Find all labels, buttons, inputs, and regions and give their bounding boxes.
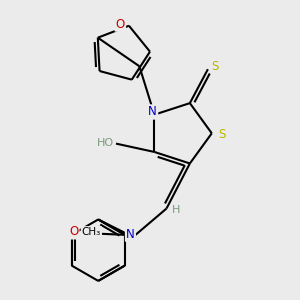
Text: CH₃: CH₃	[82, 227, 101, 237]
Text: O: O	[69, 225, 78, 238]
Text: O: O	[116, 18, 125, 31]
Text: HO: HO	[97, 138, 114, 148]
Text: H: H	[172, 205, 181, 215]
Text: N: N	[126, 228, 135, 241]
Text: S: S	[218, 128, 226, 141]
Text: N: N	[148, 106, 157, 118]
Text: S: S	[212, 60, 219, 73]
